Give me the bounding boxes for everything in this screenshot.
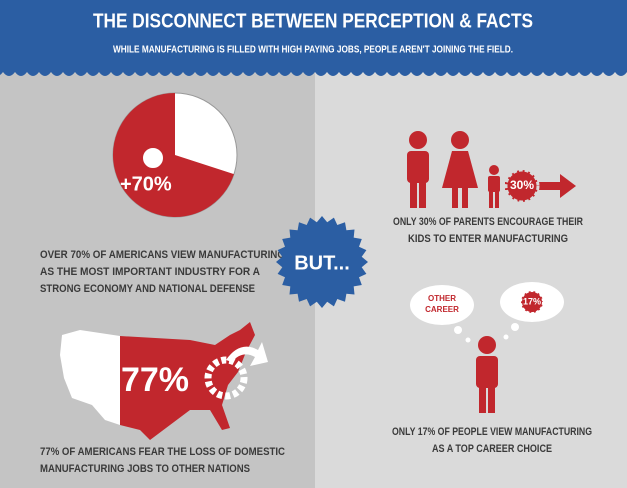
map-east [120, 322, 255, 440]
map-text: MANUFACTURING JOBS TO OTHER NATIONS [40, 463, 250, 475]
bubble-dot [454, 326, 462, 334]
pie-text: AS THE MOST IMPORTANT INDUSTRY FOR A [40, 266, 260, 278]
bubble-left [410, 285, 474, 325]
pie-text: STRONG ECONOMY AND NATIONAL DEFENSE [40, 283, 255, 295]
family-badge-bg [504, 168, 540, 204]
map-text: 77% OF AMERICANS FEAR THE LOSS OF DOMEST… [40, 446, 285, 458]
arrow-icon [226, 342, 268, 366]
family-text: ONLY 30% OF PARENTS ENCOURAGE THEIR [393, 216, 583, 228]
map-west [60, 330, 120, 425]
family-text: KIDS TO ENTER MANUFACTURING [408, 233, 568, 245]
person-icon [476, 336, 498, 413]
right-panel [315, 0, 627, 488]
family-badge: 30% [510, 178, 534, 192]
bubble-dot [511, 323, 519, 331]
pie-label: +70% [120, 173, 172, 195]
subtitle: WHILE MANUFACTURING IS FILLED WITH HIGH … [113, 45, 513, 56]
family-icon [407, 131, 576, 208]
header-band [0, 0, 627, 76]
bubble-dot [503, 334, 509, 340]
bubble-left-text: OTHER [428, 294, 456, 303]
map-label: 77% [121, 361, 189, 399]
bubble-right-text: 17% [523, 296, 541, 306]
bubble-dot [465, 337, 471, 343]
person-text: AS A TOP CAREER CHOICE [432, 443, 552, 455]
pie-slice [113, 93, 234, 217]
badge-text: BUT... [294, 252, 350, 274]
pie-text: OVER 70% OF AMERICANS VIEW MANUFACTURING [40, 249, 285, 261]
person-text: ONLY 17% OF PEOPLE VIEW MANUFACTURING [392, 426, 592, 438]
bubble-badge [520, 290, 544, 314]
bubble-left-text: CAREER [425, 305, 459, 314]
title: THE DISCONNECT BETWEEN PERCEPTION & FACT… [93, 10, 533, 32]
wrench-icon [141, 146, 165, 170]
badge-star [276, 216, 368, 308]
